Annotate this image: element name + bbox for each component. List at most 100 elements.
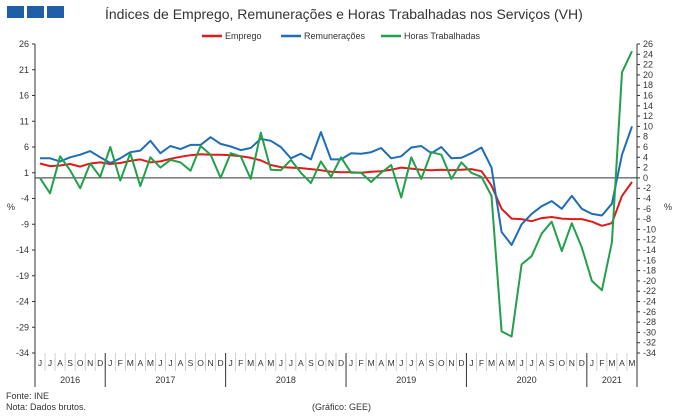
left-tick-label: -9 bbox=[21, 219, 29, 229]
footer-source: Fonte: INE bbox=[6, 391, 50, 401]
y2-axis-label: % bbox=[664, 202, 672, 212]
left-tick-label: 6 bbox=[24, 142, 29, 152]
month-tick-label: N bbox=[328, 358, 334, 368]
month-tick-label: A bbox=[619, 358, 625, 368]
year-label: 2017 bbox=[155, 375, 175, 385]
month-tick-label: M bbox=[488, 358, 495, 368]
month-tick-label: O bbox=[318, 358, 325, 368]
right-tick-label: 2 bbox=[643, 163, 648, 173]
month-tick-label: A bbox=[178, 358, 184, 368]
right-tick-label: -14 bbox=[643, 245, 656, 255]
month-tick-label: D bbox=[97, 358, 103, 368]
month-tick-label: A bbox=[138, 358, 144, 368]
month-tick-label: A bbox=[418, 358, 424, 368]
left-tick-label: -4 bbox=[21, 194, 29, 204]
month-tick-label: N bbox=[448, 358, 454, 368]
right-tick-label: -6 bbox=[643, 204, 651, 214]
month-tick-label: N bbox=[87, 358, 93, 368]
left-tick-label: 11 bbox=[20, 116, 29, 126]
month-tick-label: M bbox=[247, 358, 254, 368]
legend-label: Remunerações bbox=[304, 31, 366, 41]
right-tick-label: -26 bbox=[643, 307, 656, 317]
right-tick-label: 16 bbox=[643, 91, 653, 101]
month-tick-label: J bbox=[229, 358, 233, 368]
right-tick-label: -12 bbox=[643, 235, 656, 245]
month-tick-label: D bbox=[579, 358, 585, 368]
year-label: 2016 bbox=[60, 375, 80, 385]
month-tick-label: O bbox=[558, 358, 565, 368]
month-tick-label: M bbox=[628, 358, 635, 368]
legend-label: Emprego bbox=[225, 31, 262, 41]
month-tick-label: S bbox=[308, 358, 314, 368]
left-tick-label: -19 bbox=[16, 271, 29, 281]
gee-logo bbox=[7, 6, 64, 18]
year-label: 2019 bbox=[396, 375, 416, 385]
right-tick-label: 4 bbox=[643, 152, 648, 162]
right-tick-label: -32 bbox=[643, 338, 656, 348]
left-tick-label: -14 bbox=[16, 245, 29, 255]
month-tick-label: O bbox=[197, 358, 204, 368]
right-tick-label: 8 bbox=[643, 132, 648, 142]
right-tick-label: 20 bbox=[643, 70, 653, 80]
right-tick-label: 26 bbox=[643, 39, 653, 49]
series-line-emprego bbox=[39, 153, 633, 227]
logo-block bbox=[47, 6, 64, 18]
right-tick-label: -28 bbox=[643, 317, 656, 327]
series-line-horas-trabalhadas bbox=[39, 50, 633, 338]
month-tick-label: J bbox=[168, 358, 172, 368]
month-tick-label: F bbox=[118, 358, 123, 368]
right-tick-label: 18 bbox=[643, 80, 653, 90]
month-tick-label: O bbox=[77, 358, 84, 368]
right-tick-label: -24 bbox=[643, 297, 656, 307]
year-label: 2020 bbox=[517, 375, 537, 385]
right-tick-label: -2 bbox=[643, 183, 651, 193]
month-tick-label: F bbox=[238, 358, 243, 368]
month-tick-label: S bbox=[188, 358, 194, 368]
left-tick-label: -34 bbox=[16, 348, 29, 358]
month-tick-label: M bbox=[368, 358, 375, 368]
month-tick-label: M bbox=[267, 358, 274, 368]
year-label: 2018 bbox=[276, 375, 296, 385]
right-tick-label: -22 bbox=[643, 286, 656, 296]
logo-block bbox=[27, 6, 44, 18]
month-tick-label: A bbox=[499, 358, 505, 368]
month-tick-label: M bbox=[127, 358, 134, 368]
month-tick-label: S bbox=[549, 358, 555, 368]
month-tick-label: J bbox=[519, 358, 523, 368]
right-tick-label: 6 bbox=[643, 142, 648, 152]
right-tick-label: -10 bbox=[643, 224, 656, 234]
right-tick-label: 0 bbox=[643, 173, 648, 183]
right-tick-label: 10 bbox=[643, 121, 653, 131]
left-tick-label: -29 bbox=[16, 322, 29, 332]
month-tick-label: M bbox=[608, 358, 615, 368]
month-tick-label: J bbox=[349, 358, 353, 368]
right-tick-label: -8 bbox=[643, 214, 651, 224]
month-tick-label: J bbox=[590, 358, 594, 368]
month-tick-label: D bbox=[218, 358, 224, 368]
left-tick-label: 16 bbox=[19, 91, 29, 101]
month-tick-label: M bbox=[388, 358, 395, 368]
month-tick-label: J bbox=[530, 358, 534, 368]
month-tick-label: J bbox=[48, 358, 52, 368]
month-tick-label: M bbox=[508, 358, 515, 368]
month-tick-label: D bbox=[458, 358, 464, 368]
right-tick-label: 22 bbox=[643, 60, 653, 70]
left-tick-label: 26 bbox=[19, 39, 29, 49]
month-tick-label: D bbox=[338, 358, 344, 368]
right-tick-label: -30 bbox=[643, 327, 656, 337]
month-tick-label: A bbox=[57, 358, 63, 368]
right-tick-label: 14 bbox=[643, 101, 653, 111]
month-tick-label: F bbox=[358, 358, 363, 368]
month-tick-label: A bbox=[258, 358, 264, 368]
month-tick-label: A bbox=[298, 358, 304, 368]
month-tick-label: O bbox=[438, 358, 445, 368]
month-tick-label: S bbox=[67, 358, 73, 368]
chart-title: Índices de Emprego, Remunerações e Horas… bbox=[105, 6, 583, 22]
year-label: 2021 bbox=[602, 375, 622, 385]
month-tick-label: A bbox=[378, 358, 384, 368]
month-tick-label: J bbox=[289, 358, 293, 368]
month-tick-label: J bbox=[158, 358, 162, 368]
left-tick-label: -24 bbox=[16, 297, 29, 307]
left-tick-label: 1 bbox=[24, 168, 29, 178]
